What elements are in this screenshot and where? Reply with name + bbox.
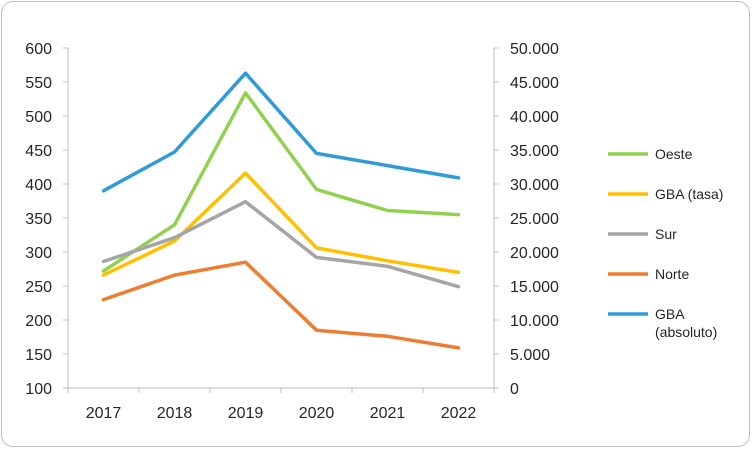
right-tick-label: 35.000 bbox=[510, 143, 559, 160]
legend-label: Sur bbox=[655, 226, 677, 242]
legend-label-line: GBA bbox=[655, 306, 685, 322]
x-tick-label: 2017 bbox=[86, 405, 122, 422]
legend-label-line: GBA (tasa) bbox=[655, 186, 723, 202]
legend-label-line: Sur bbox=[655, 226, 677, 242]
series-line-oeste bbox=[101, 91, 461, 273]
left-tick-label: 250 bbox=[25, 279, 52, 296]
left-tick-label: 150 bbox=[25, 347, 52, 364]
left-tick-label: 600 bbox=[25, 41, 52, 58]
left-tick-label: 400 bbox=[25, 177, 52, 194]
series-line-gba-absoluto bbox=[101, 71, 461, 193]
right-y-axis: 50.000 45.000 40.000 35.000 30.000 25.000 20.0… bbox=[493, 41, 559, 398]
x-tick-label: 2022 bbox=[441, 405, 477, 422]
left-tick-label: 550 bbox=[25, 75, 52, 92]
legend-label: Norte bbox=[655, 266, 689, 282]
right-tick-label: 50.000 bbox=[510, 41, 559, 58]
right-tick-label: 30.000 bbox=[510, 177, 559, 194]
right-tick-label: 45.000 bbox=[510, 75, 559, 92]
right-tick-label: 40.000 bbox=[510, 109, 559, 126]
left-y-axis: 600 550 500 450 400 350 300 250 200 150 100 bbox=[25, 41, 69, 398]
series-layer bbox=[101, 71, 461, 350]
legend: Oeste GBA (tasa) Sur Norte GBA (absoluto) bbox=[608, 146, 723, 340]
right-tick-label: 10.000 bbox=[510, 313, 559, 330]
left-tick-label: 500 bbox=[25, 109, 52, 126]
x-tick-label: 2020 bbox=[299, 405, 335, 422]
right-tick-label: 5.000 bbox=[510, 347, 550, 364]
legend-label: GBA (absoluto) bbox=[655, 306, 717, 340]
x-axis: 2017 2018 2019 2020 2021 2022 bbox=[67, 387, 495, 422]
x-tick-label: 2021 bbox=[370, 405, 406, 422]
legend-label: GBA (tasa) bbox=[655, 186, 723, 202]
right-tick-label: 20.000 bbox=[510, 245, 559, 262]
legend-label-line: (absoluto) bbox=[655, 324, 717, 340]
left-tick-label: 350 bbox=[25, 211, 52, 228]
series-line-norte bbox=[101, 260, 461, 350]
legend-label: Oeste bbox=[655, 146, 693, 162]
right-tick-label: 0 bbox=[510, 381, 519, 398]
legend-label-line: Oeste bbox=[655, 146, 693, 162]
x-tick-label: 2018 bbox=[157, 405, 193, 422]
legend-label-line: Norte bbox=[655, 266, 689, 282]
x-tick-label: 2019 bbox=[228, 405, 264, 422]
left-tick-label: 100 bbox=[25, 381, 52, 398]
left-tick-label: 300 bbox=[25, 245, 52, 262]
left-tick-label: 200 bbox=[25, 313, 52, 330]
series-line-gba-tasa bbox=[101, 171, 461, 277]
right-tick-label: 15.000 bbox=[510, 279, 559, 296]
right-tick-label: 25.000 bbox=[510, 211, 559, 228]
left-tick-label: 450 bbox=[25, 143, 52, 160]
series-line-sur bbox=[101, 199, 461, 289]
